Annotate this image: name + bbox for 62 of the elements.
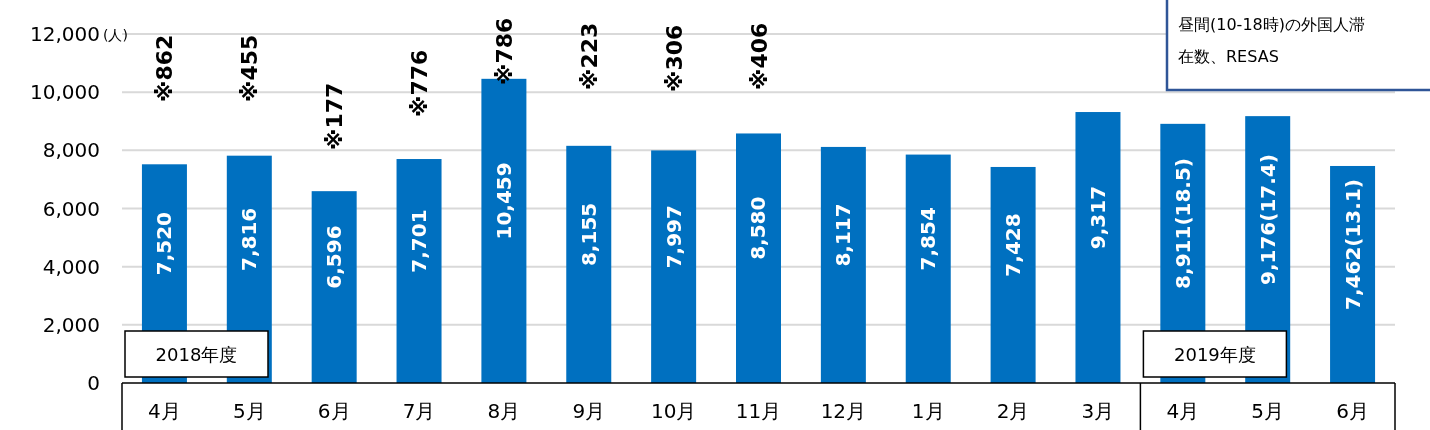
x-tick-label: 1月 (911, 399, 945, 423)
y-tick-label: 4,000 (42, 254, 100, 279)
y-tick-label: 0 (87, 371, 100, 395)
x-tick-label: 2月 (996, 399, 1030, 423)
y-tick-label: 12,000 (30, 22, 100, 46)
bar (820, 146, 866, 383)
x-tick-label: 8月 (487, 399, 521, 423)
annotation: ※862 (152, 34, 178, 102)
annotation: ※223 (576, 22, 602, 90)
x-tick-label: 6月 (1336, 399, 1369, 423)
data-label: 9,176(17.4) (1255, 154, 1280, 286)
annotation: 昼間(10-18時)の外国人滞在数、RESAS (1178, 15, 1365, 66)
x-tick-label: 9月 (572, 399, 606, 423)
data-label: 7,462(13.1) (1340, 179, 1365, 310)
y-tick-label: 10,000 (30, 80, 100, 105)
data-label: 8,580 (746, 196, 771, 260)
data-label: 7,854 (916, 207, 941, 271)
x-tick-label: 12月 (820, 399, 867, 423)
bar (736, 133, 781, 383)
x-tick-label: 7月 (402, 399, 436, 423)
bar (1075, 112, 1121, 383)
bar (311, 191, 357, 383)
data-label: 10,459 (491, 162, 516, 240)
annotation: 2019年度 (1173, 344, 1256, 365)
x-tick-label: 10月 (650, 399, 697, 423)
y-axis-title: (人) (103, 27, 128, 43)
x-tick-label: 6月 (317, 399, 351, 423)
data-label: 7,997 (661, 205, 686, 269)
x-tick-label: 4月 (148, 399, 181, 423)
bar (1330, 165, 1376, 383)
data-label: 7,520 (152, 212, 177, 276)
data-label: 6,596 (322, 225, 347, 289)
data-label: 8,117 (831, 203, 856, 267)
group-label-box: 2018年度 (124, 330, 269, 378)
annotation: ※776 (407, 49, 433, 117)
annotation: 2018年度 (155, 344, 238, 365)
annotation: ※406 (746, 22, 772, 90)
x-tick-label: 5月 (232, 399, 266, 423)
bar (990, 166, 1036, 383)
x-tick-label: 5月 (1251, 399, 1285, 423)
group-label-box: 2019年度 (1142, 330, 1288, 378)
data-label: 8,155 (576, 202, 601, 267)
bar (651, 150, 697, 383)
bar (396, 159, 442, 383)
x-tick-label: 4月 (1166, 399, 1200, 423)
y-tick-label: 8,000 (42, 138, 100, 163)
x-tick-label: 11月 (735, 399, 782, 423)
annotation: ※177 (322, 82, 348, 150)
data-label: 9,317 (1085, 185, 1110, 250)
bar (566, 145, 612, 383)
data-label: 8,911(18.5) (1170, 157, 1195, 289)
x-tick-label: 3月 (1081, 399, 1115, 423)
y-tick-label: 6,000 (42, 196, 100, 221)
source-note-box: 昼間(10-18時)の外国人滞在数、RESAS (1165, 0, 1430, 92)
data-label: 7,816 (237, 207, 262, 271)
data-label: 7,701 (407, 209, 432, 273)
bar (905, 154, 951, 383)
data-label: 7,428 (1001, 213, 1026, 277)
annotation: ※306 (661, 24, 687, 92)
annotation: ※786 (491, 17, 517, 85)
y-tick-label: 2,000 (42, 312, 100, 337)
annotation: ※455 (237, 34, 263, 102)
